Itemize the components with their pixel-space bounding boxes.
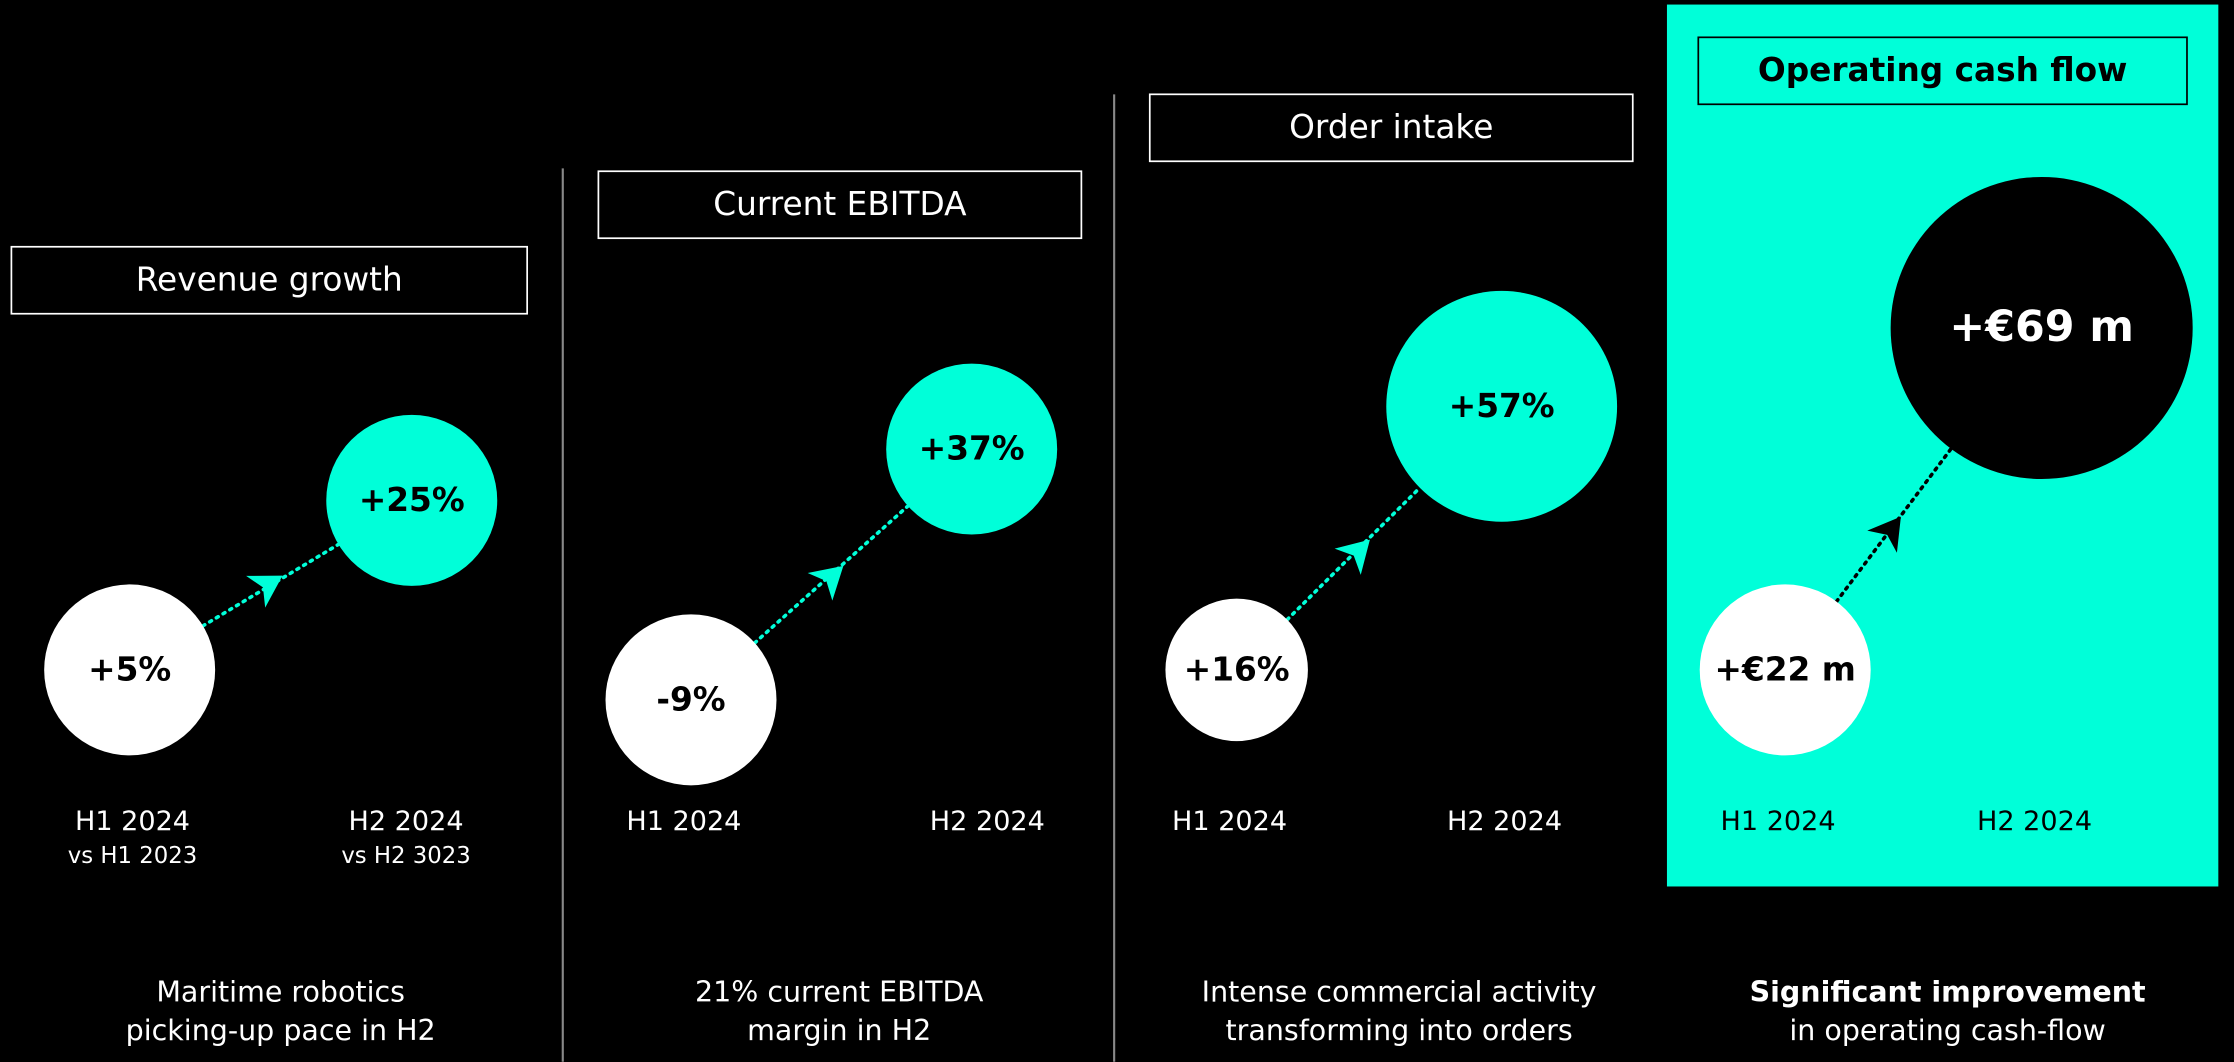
h1-circle bbox=[605, 614, 777, 786]
h1-value: -9% bbox=[656, 680, 725, 718]
h2-label: H2 2024 bbox=[930, 806, 1045, 837]
h2-circle bbox=[1386, 290, 1618, 522]
arrow-icon bbox=[807, 565, 844, 601]
arrow-icon bbox=[1334, 539, 1370, 575]
caption: Significant improvement bbox=[1750, 975, 2146, 1008]
title-box bbox=[1148, 93, 1634, 163]
h1-value: +5% bbox=[88, 650, 171, 688]
arrow-icon bbox=[1867, 516, 1901, 553]
h1-label: H1 2024 bbox=[1172, 806, 1287, 837]
panel-title: Current EBITDA bbox=[713, 185, 967, 223]
h1-label: H1 2024 bbox=[1721, 806, 1836, 837]
h1-circle bbox=[1165, 598, 1308, 742]
h2-value: +57% bbox=[1449, 387, 1555, 425]
h1-circle bbox=[1699, 584, 1871, 756]
h2-circle bbox=[1890, 176, 2193, 479]
arrow-icon bbox=[246, 575, 283, 608]
caption: Maritime robotics bbox=[156, 975, 405, 1008]
caption: Intense commercial activity bbox=[1202, 975, 1597, 1008]
h1-value: +€22 m bbox=[1715, 650, 1856, 688]
caption: picking-up pace in H2 bbox=[126, 1014, 436, 1047]
title-box bbox=[597, 170, 1083, 240]
h1-circle bbox=[44, 584, 216, 756]
title-box bbox=[1697, 36, 2188, 106]
h1-sublabel: vs H1 2023 bbox=[68, 843, 197, 869]
panel-title: Operating cash flow bbox=[1758, 51, 2128, 89]
caption: 21% current EBITDA bbox=[695, 975, 984, 1008]
h2-value: +25% bbox=[359, 481, 465, 519]
h2-label: H2 2024 bbox=[1447, 806, 1562, 837]
h1-label: H1 2024 bbox=[75, 806, 190, 837]
caption: transforming into orders bbox=[1226, 1014, 1573, 1047]
h2-sublabel: vs H2 3023 bbox=[341, 843, 470, 869]
h2-value: +37% bbox=[919, 430, 1025, 468]
title-box bbox=[10, 245, 529, 315]
h1-label: H1 2024 bbox=[626, 806, 741, 837]
h2-circle bbox=[326, 414, 498, 586]
caption: in operating cash-flow bbox=[1789, 1014, 2105, 1047]
h2-label: H2 2024 bbox=[1977, 806, 2092, 837]
panel-title: Order intake bbox=[1289, 108, 1493, 146]
caption: margin in H2 bbox=[747, 1014, 931, 1047]
panel-title: Revenue growth bbox=[136, 261, 403, 299]
h2-circle bbox=[886, 363, 1058, 535]
h2-label: H2 2024 bbox=[349, 806, 464, 837]
h2-value: +€69 m bbox=[1949, 302, 2133, 352]
h1-value: +16% bbox=[1184, 650, 1290, 688]
